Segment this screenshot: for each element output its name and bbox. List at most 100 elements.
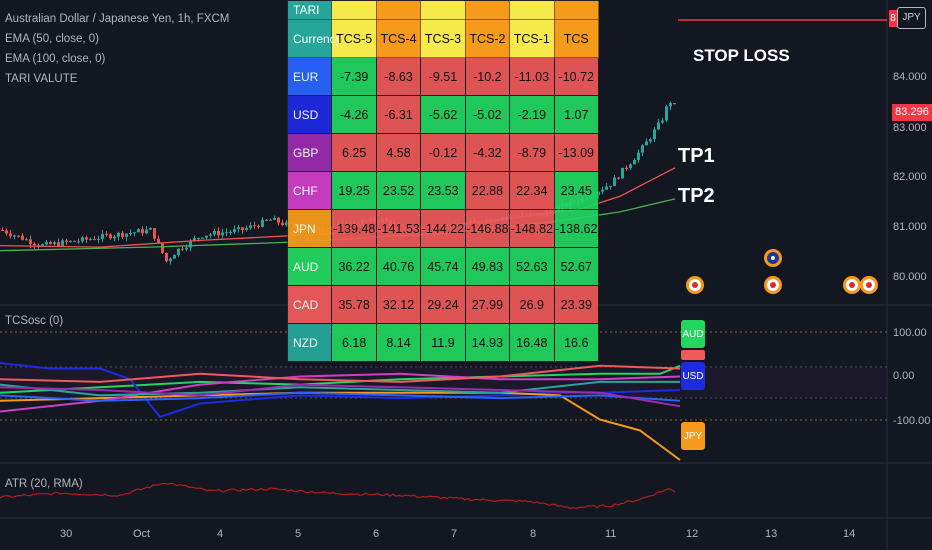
atr-line: [0, 482, 676, 510]
candle-body: [97, 238, 100, 240]
candle-body: [221, 232, 224, 236]
price-label: 84.000: [893, 71, 927, 83]
event-icons[interactable]: [686, 249, 878, 294]
aud-tag: AUD: [681, 320, 705, 348]
table-row: AUD 36.22 40.76 45.74 49.83 52.63 52.67: [286, 247, 600, 286]
candle-body: [601, 189, 604, 192]
currency-cell: EUR: [286, 57, 333, 96]
candle-body: [213, 230, 216, 235]
candle-body: [49, 241, 52, 245]
value-cell: 52.67: [553, 247, 600, 286]
candle-body: [117, 232, 120, 237]
value-cell: -141.53: [375, 209, 422, 248]
candle-body: [149, 228, 152, 230]
candle-body: [61, 240, 64, 246]
value-cell: 23.52: [375, 171, 422, 210]
candle-body: [137, 229, 140, 233]
value-cell: 40.76: [375, 247, 422, 286]
table-title: TARI: [286, 0, 333, 20]
value-cell: 16.48: [509, 323, 555, 362]
osc-series-line: [0, 391, 681, 461]
currency-cell: JPN: [286, 209, 333, 248]
candle-body: [193, 238, 196, 241]
value-cell: 16.6: [553, 323, 600, 362]
value-cell: 52.63: [509, 247, 555, 286]
table-header-spacer: [553, 0, 600, 20]
value-cell: 23.53: [420, 171, 466, 210]
candle-body: [249, 225, 252, 228]
table-title-row: TARI: [286, 0, 600, 20]
value-cell: -139.48: [331, 209, 377, 248]
value-cell: -9.51: [420, 57, 466, 96]
value-cell: 35.78: [331, 285, 377, 324]
table-header-spacer: [509, 0, 555, 20]
value-cell: -8.79: [509, 133, 555, 172]
value-cell: 27.99: [464, 285, 511, 324]
candle-body: [85, 237, 88, 240]
value-cell: 1.07: [553, 95, 600, 134]
osc-series-line: [0, 364, 681, 394]
value-cell: 29.24: [420, 285, 466, 324]
candle-body: [277, 217, 280, 223]
value-cell: -8.63: [375, 57, 422, 96]
candle-body: [241, 227, 244, 231]
candle-body: [617, 177, 620, 179]
price-label: 83.000: [893, 122, 927, 134]
candle-body: [25, 239, 28, 241]
candle-body: [57, 242, 60, 246]
candle-body: [229, 231, 232, 233]
currency-cell: NZD: [286, 323, 333, 362]
candle-body: [609, 186, 612, 188]
value-cell: 14.93: [464, 323, 511, 362]
candle-body: [105, 233, 108, 235]
candle-body: [657, 122, 660, 130]
candle-body: [645, 141, 648, 146]
value-cell: 6.18: [331, 323, 377, 362]
candle-body: [637, 152, 640, 161]
atr-legend[interactable]: ATR (20, RMA): [5, 478, 83, 490]
candle-body: [77, 241, 80, 243]
table-row: GBP 6.25 4.58 -0.12 -4.32 -8.79 -13.09: [286, 133, 600, 172]
value-cell: 36.22: [331, 247, 377, 286]
time-label: 8: [530, 528, 536, 540]
column-header: TCS-1: [509, 19, 555, 58]
table-row: CHF 19.25 23.52 23.53 22.88 22.34 23.45: [286, 171, 600, 210]
jpy-label-tag[interactable]: JPY: [897, 7, 926, 29]
value-cell: 11.9: [420, 323, 466, 362]
candle-body: [273, 217, 276, 220]
candle-body: [157, 238, 160, 243]
candle-body: [205, 235, 208, 238]
osc-legend[interactable]: TCSosc (0): [5, 315, 64, 327]
ema100-legend[interactable]: EMA (100, close, 0): [5, 53, 106, 65]
osc-series-line: [0, 372, 681, 413]
table-row: JPN -139.48 -141.53 -144.22 -146.88 -148.82 -1…: [286, 209, 600, 248]
candle-body: [21, 235, 24, 240]
candle-body: [669, 103, 672, 107]
candle-body: [625, 167, 628, 169]
time-label: Oct: [133, 528, 150, 540]
candle-body: [629, 164, 632, 169]
value-cell: 8.14: [375, 323, 422, 362]
price-label: 82.000: [893, 171, 927, 183]
value-cell: 22.88: [464, 171, 511, 210]
candle-body: [261, 219, 264, 227]
candle-body: [109, 234, 112, 239]
ema50-legend[interactable]: EMA (50, close, 0): [5, 33, 99, 45]
candle-body: [633, 160, 636, 165]
table-header-spacer: [331, 0, 377, 20]
time-label: 6: [373, 528, 379, 540]
tari-table: TARI Currency TCS-5 TCS-4 TCS-3 TCS-2 TCS-1 TCS…: [286, 0, 600, 362]
osc-series-line: [0, 391, 681, 402]
candle-body: [141, 229, 144, 234]
column-header: TCS-4: [375, 19, 422, 58]
tari-legend[interactable]: TARI VALUTE: [5, 73, 78, 85]
time-label: 7: [451, 528, 457, 540]
time-label: 5: [295, 528, 301, 540]
currency-cell: AUD: [286, 247, 333, 286]
candle-body: [185, 247, 188, 250]
value-cell: -10.2: [464, 57, 511, 96]
value-cell: -7.39: [331, 57, 377, 96]
candle-body: [177, 248, 180, 256]
value-cell: 45.74: [420, 247, 466, 286]
value-cell: 23.45: [553, 171, 600, 210]
